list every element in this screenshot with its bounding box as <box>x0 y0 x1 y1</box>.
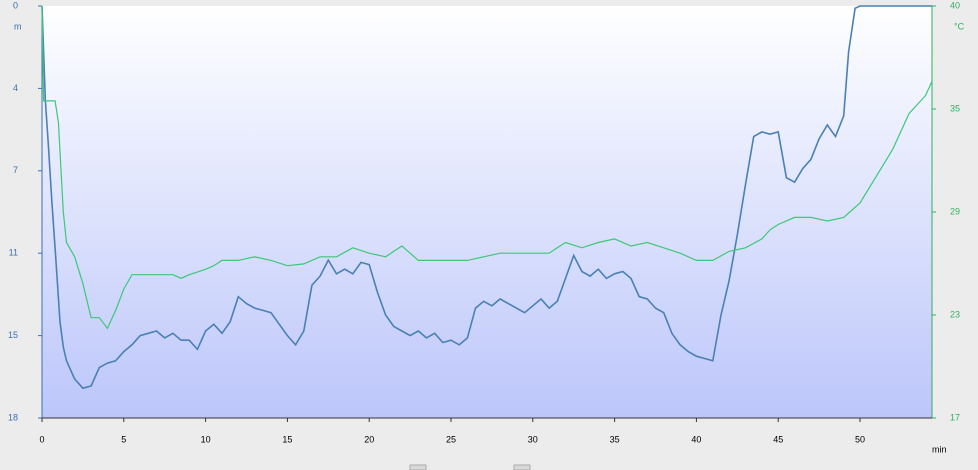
x-tick-label: 50 <box>855 434 865 444</box>
x-tick-label: 40 <box>691 434 701 444</box>
x-tick-label: 30 <box>528 434 538 444</box>
y2-tick-label: 17 <box>950 412 960 422</box>
plot-area <box>42 6 932 418</box>
y-tick-label: 18 <box>8 412 18 422</box>
x-tick-label: 45 <box>773 434 783 444</box>
y-axis-label: m <box>14 21 22 31</box>
y-tick-label: 4 <box>13 83 18 93</box>
y2-tick-label: 40 <box>950 0 960 10</box>
y-tick-label: 11 <box>9 248 18 258</box>
y-tick-label: 7 <box>13 165 18 175</box>
y2-tick-label: 23 <box>950 309 960 319</box>
x-tick-label: 15 <box>282 434 292 444</box>
x-tick-label: 35 <box>610 434 620 444</box>
series-line <box>41 5 933 330</box>
y2-tick-label: 29 <box>950 206 960 216</box>
legend-swatch <box>513 464 531 470</box>
y-tick-label: 0 <box>13 0 18 10</box>
y2-axis-label: °C <box>954 21 965 31</box>
x-tick-label: 5 <box>121 434 126 444</box>
legend-swatch <box>409 464 427 470</box>
x-tick-label: 0 <box>39 434 44 444</box>
y2-tick-label: 35 <box>950 103 960 113</box>
x-tick-label: 20 <box>364 434 374 444</box>
series-line <box>41 5 932 390</box>
x-tick-label: 25 <box>446 434 456 444</box>
x-tick-label: 10 <box>201 434 211 444</box>
x-axis-label: min <box>932 444 947 454</box>
y-tick-label: 15 <box>8 330 18 340</box>
